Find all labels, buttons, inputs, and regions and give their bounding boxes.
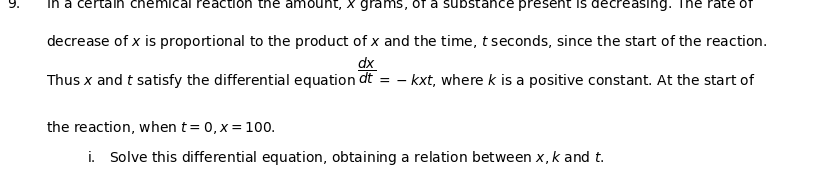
Text: In a certain chemical reaction the amount, $x$ grams, of a substance present is : In a certain chemical reaction the amoun…: [46, 0, 754, 13]
Text: $\dfrac{dx}{dt}$: $\dfrac{dx}{dt}$: [356, 56, 375, 86]
Text: Thus $x$ and $t$ satisfy the differential equation: Thus $x$ and $t$ satisfy the differentia…: [46, 72, 356, 90]
Text: i.: i.: [88, 151, 96, 165]
Text: $= -kxt$, where $k$ is a positive constant. At the start of: $= -kxt$, where $k$ is a positive consta…: [375, 72, 755, 90]
Text: decrease of $x$ is proportional to the product of $x$ and the time, $t$ seconds,: decrease of $x$ is proportional to the p…: [46, 33, 767, 51]
Text: Solve this differential equation, obtaining a relation between $x, k$ and $t$.: Solve this differential equation, obtain…: [109, 149, 604, 167]
Text: 9.: 9.: [7, 0, 20, 11]
Text: the reaction, when $t = 0, x = 100$.: the reaction, when $t = 0, x = 100$.: [46, 119, 276, 136]
